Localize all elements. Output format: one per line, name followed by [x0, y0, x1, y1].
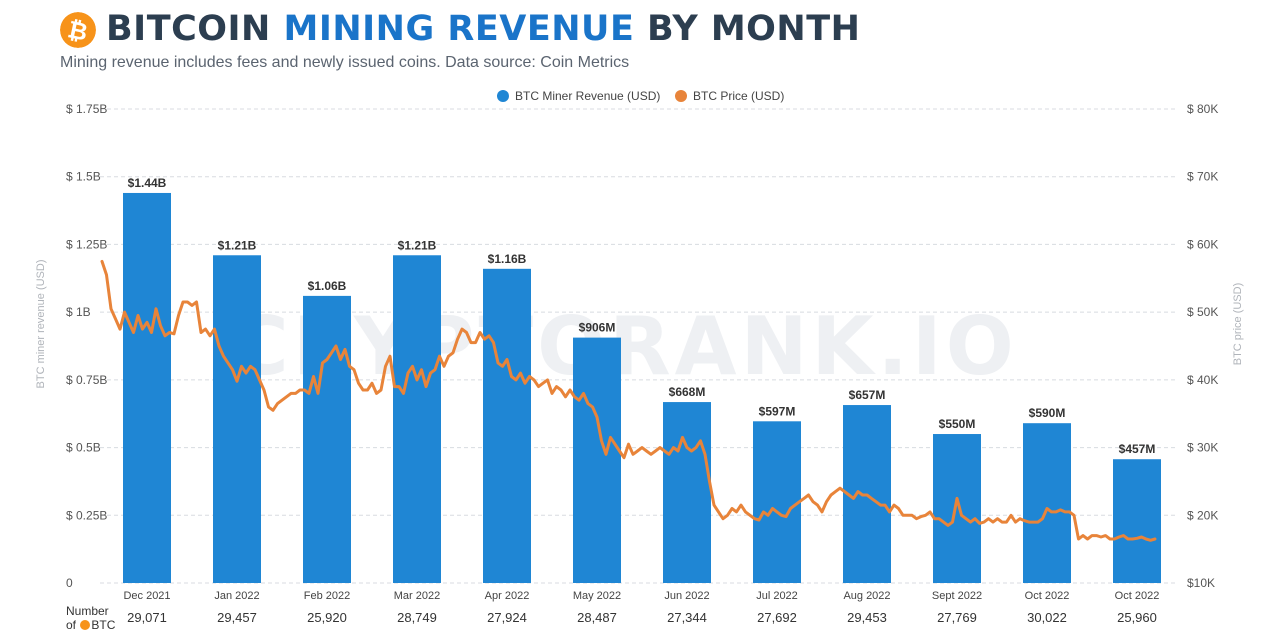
btc-count-value: 27,769	[937, 610, 977, 625]
x-tick-label: Feb 2022	[304, 590, 350, 602]
bar-value-label: $906M	[579, 321, 616, 335]
revenue-bar	[303, 295, 351, 583]
y-tick-right: $10K	[1187, 576, 1215, 590]
bar-value-label: $550M	[939, 417, 976, 431]
btc-price-line	[100, 259, 1157, 542]
btc-count-label-line1: Number	[66, 604, 109, 618]
btc-count-value: 30,022	[1027, 610, 1067, 625]
legend-revenue-label: BTC Miner Revenue (USD)	[515, 89, 660, 103]
y-tick-right: $ 60K	[1187, 237, 1218, 251]
y-tick-left: $ 0.75B	[66, 373, 107, 387]
chart-title: BITCOIN MINING REVENUE BY MONTH	[106, 8, 860, 50]
btc-count-label: Number of BTC	[66, 604, 115, 632]
btc-count-label-line3: BTC	[91, 618, 116, 632]
bar-value-label: $1.16B	[488, 252, 527, 266]
x-tick-label: Aug 2022	[843, 590, 890, 602]
y-tick-right: $ 40K	[1187, 373, 1218, 387]
bar-value-label: $597M	[759, 404, 796, 418]
bar-value-label: $668M	[669, 385, 706, 399]
btc-count-value: 29,071	[127, 610, 167, 625]
y-tick-left: $ 0.5B	[66, 441, 101, 455]
bar-value-label: $1.21B	[398, 238, 437, 252]
title-part-1: BITCOIN	[106, 9, 284, 49]
x-tick-label: Sept 2022	[932, 590, 982, 602]
revenue-bar	[1113, 459, 1161, 583]
revenue-bar	[663, 402, 711, 583]
btc-count-value: 28,487	[577, 610, 617, 625]
bitcoin-mini-icon	[80, 620, 91, 630]
x-tick-label: Jun 2022	[664, 590, 709, 602]
legend-price-label: BTC Price (USD)	[693, 89, 784, 103]
btc-count-value: 28,749	[397, 610, 437, 625]
y-axis-title-right: BTC price (USD)	[1232, 283, 1244, 366]
title-part-3: BY MONTH	[634, 9, 861, 49]
bar-value-label: $1.21B	[218, 238, 257, 252]
bar-value-label: $590M	[1029, 406, 1066, 420]
legend-revenue-marker	[497, 90, 509, 102]
btc-count-label-line2: of	[66, 618, 77, 632]
x-tick-label: Apr 2022	[485, 590, 530, 602]
chart-header: ₿ BITCOIN MINING REVENUE BY MONTH Mining…	[60, 8, 1240, 88]
bitcoin-logo-icon: ₿	[60, 12, 96, 48]
revenue-bar	[213, 255, 261, 583]
legend-price-marker	[675, 90, 687, 102]
y-tick-right: $ 50K	[1187, 305, 1218, 319]
revenue-bar	[123, 192, 171, 584]
revenue-bar	[393, 255, 441, 583]
x-tick-label: May 2022	[573, 590, 621, 602]
x-tick-label: Jan 2022	[214, 590, 259, 602]
revenue-bar	[573, 337, 621, 583]
x-tick-label: Oct 2022	[1025, 590, 1070, 602]
y-tick-left: $ 1B	[66, 305, 91, 319]
y-tick-left: $ 1.75B	[66, 102, 107, 116]
revenue-bar	[483, 268, 531, 583]
y-tick-left: $ 0.25B	[66, 508, 107, 522]
y-tick-right: $ 80K	[1187, 102, 1218, 116]
chart-subtitle: Mining revenue includes fees and newly i…	[60, 54, 630, 71]
btc-count-value: 29,457	[217, 610, 257, 625]
x-tick-label: Oct 2022	[1115, 590, 1160, 602]
y-axis-title-left: BTC miner revenue (USD)	[35, 260, 47, 389]
revenue-bar	[1023, 423, 1071, 583]
y-tick-left: $ 1.25B	[66, 237, 107, 251]
x-tick-label: Dec 2021	[123, 590, 170, 602]
btc-count-value: 27,692	[757, 610, 797, 625]
y-tick-right: $ 70K	[1187, 170, 1218, 184]
bar-value-label: $1.06B	[308, 279, 347, 293]
revenue-bar	[753, 421, 801, 583]
bar-value-label: $657M	[849, 388, 886, 402]
btc-count-value: 25,920	[307, 610, 347, 625]
revenue-bar	[933, 434, 981, 583]
x-tick-label: Jul 2022	[756, 590, 798, 602]
y-tick-right: $ 20K	[1187, 508, 1218, 522]
bar-value-label: $457M	[1119, 442, 1156, 456]
bar-value-label: $1.44B	[128, 176, 167, 190]
btc-count-value: 27,344	[667, 610, 707, 625]
y-tick-left: 0	[66, 576, 73, 590]
title-part-2: MINING REVENUE	[283, 9, 635, 49]
y-tick-left: $ 1.5B	[66, 170, 101, 184]
x-tick-label: Mar 2022	[394, 590, 440, 602]
btc-count-value: 25,960	[1117, 610, 1157, 625]
btc-count-value: 29,453	[847, 610, 887, 625]
btc-count-value: 27,924	[487, 610, 527, 625]
y-tick-right: $ 30K	[1187, 441, 1218, 455]
